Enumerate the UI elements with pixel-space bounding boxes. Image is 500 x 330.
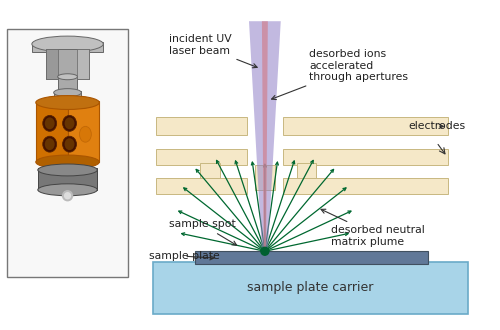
FancyBboxPatch shape bbox=[296, 163, 316, 178]
Ellipse shape bbox=[38, 164, 98, 176]
Text: sample plate: sample plate bbox=[149, 251, 220, 261]
Ellipse shape bbox=[43, 136, 57, 152]
Text: desorbed ions
accelerated
through apertures: desorbed ions accelerated through apertu… bbox=[272, 49, 408, 100]
FancyBboxPatch shape bbox=[32, 42, 103, 52]
FancyBboxPatch shape bbox=[282, 149, 448, 165]
FancyBboxPatch shape bbox=[255, 165, 275, 190]
Ellipse shape bbox=[64, 117, 74, 129]
FancyBboxPatch shape bbox=[58, 77, 78, 93]
Ellipse shape bbox=[80, 126, 92, 142]
FancyBboxPatch shape bbox=[36, 101, 68, 162]
FancyBboxPatch shape bbox=[7, 29, 128, 277]
FancyBboxPatch shape bbox=[282, 117, 448, 135]
Circle shape bbox=[64, 193, 70, 199]
Circle shape bbox=[261, 247, 269, 255]
Ellipse shape bbox=[44, 117, 54, 129]
FancyBboxPatch shape bbox=[156, 149, 247, 165]
Ellipse shape bbox=[64, 138, 74, 150]
Polygon shape bbox=[78, 49, 90, 79]
Polygon shape bbox=[262, 21, 268, 251]
Ellipse shape bbox=[36, 96, 100, 110]
Circle shape bbox=[62, 191, 72, 201]
Ellipse shape bbox=[54, 89, 82, 97]
Text: desorbed neutral
matrix plume: desorbed neutral matrix plume bbox=[321, 209, 425, 247]
Ellipse shape bbox=[43, 115, 57, 131]
Ellipse shape bbox=[58, 74, 78, 80]
Text: sample plate carrier: sample plate carrier bbox=[248, 281, 374, 294]
Ellipse shape bbox=[62, 136, 76, 152]
FancyBboxPatch shape bbox=[196, 251, 428, 264]
Polygon shape bbox=[46, 49, 58, 79]
Ellipse shape bbox=[44, 138, 54, 150]
Polygon shape bbox=[249, 21, 280, 251]
Ellipse shape bbox=[38, 184, 98, 196]
Ellipse shape bbox=[32, 36, 103, 52]
Ellipse shape bbox=[36, 155, 100, 169]
FancyBboxPatch shape bbox=[68, 101, 100, 162]
FancyBboxPatch shape bbox=[153, 262, 468, 314]
FancyBboxPatch shape bbox=[54, 91, 82, 99]
FancyBboxPatch shape bbox=[38, 168, 98, 190]
Ellipse shape bbox=[62, 115, 76, 131]
Text: incident UV
laser beam: incident UV laser beam bbox=[168, 34, 257, 68]
FancyBboxPatch shape bbox=[200, 163, 220, 178]
Text: electrodes: electrodes bbox=[408, 121, 466, 131]
FancyBboxPatch shape bbox=[156, 117, 247, 135]
FancyBboxPatch shape bbox=[156, 178, 247, 194]
FancyBboxPatch shape bbox=[46, 49, 90, 79]
Text: sample spot: sample spot bbox=[168, 219, 236, 245]
FancyBboxPatch shape bbox=[282, 178, 448, 194]
